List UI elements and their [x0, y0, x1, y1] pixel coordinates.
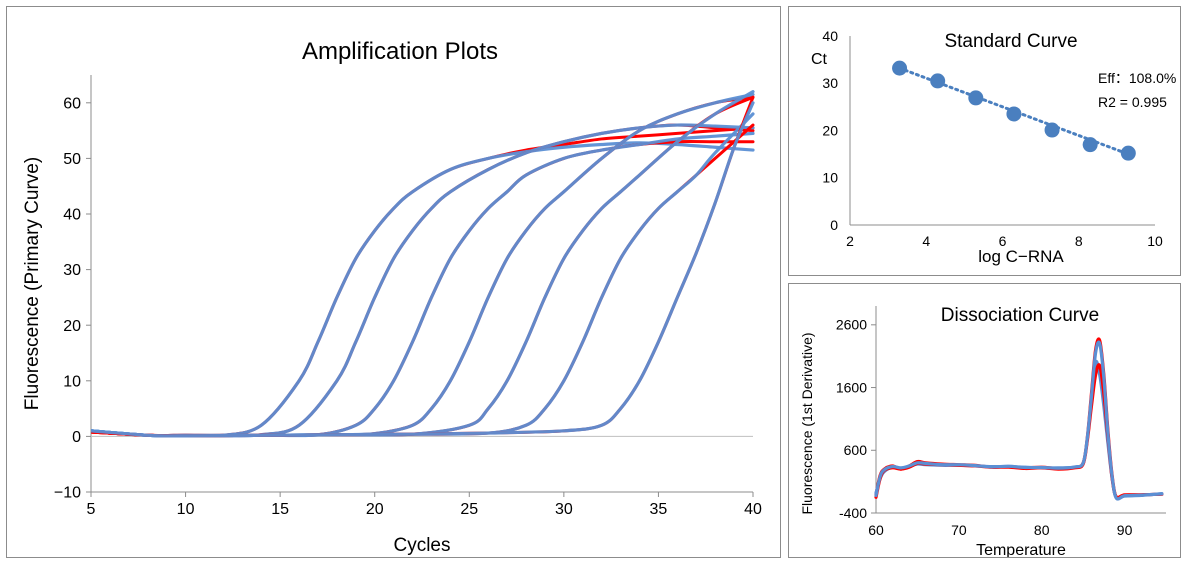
x-tick-label: 5: [87, 501, 96, 518]
dissociation-series-line-4: [874, 340, 1164, 501]
x-tick-label: 80: [1034, 522, 1050, 538]
data-point: [968, 90, 984, 106]
x-tick-label: 10: [177, 501, 195, 518]
dissociation-series-line-3: [874, 363, 1164, 500]
x-tick-label: 20: [366, 501, 384, 518]
x-tick-label: 60: [868, 522, 884, 538]
data-point: [1006, 106, 1022, 122]
chart-title: Dissociation Curve: [941, 305, 1099, 326]
x-tick-label: 15: [271, 501, 289, 518]
amplification-series-line-13: [91, 95, 755, 438]
y-axis-title: Fluorescence (Primary Curve): [22, 157, 43, 410]
y-tick-label: 30: [63, 262, 81, 279]
y-tick-label: 30: [822, 75, 838, 91]
dissociation-curve-plot: 60 70 80 90 -400 600 1600 2600 Dissociation Curv…: [799, 305, 1166, 557]
y-tick-label: 10: [822, 170, 838, 186]
x-tick-label: 10: [1147, 233, 1163, 249]
chart-title: Standard Curve: [944, 31, 1077, 52]
x-tick-label: 90: [1117, 522, 1133, 538]
data-point: [1120, 145, 1136, 161]
amplification-series-line-4: [91, 123, 755, 438]
amplification-series-line-2: [91, 141, 755, 438]
x-tick-label: 40: [744, 501, 762, 518]
x-tick-label: 4: [922, 233, 930, 249]
efficiency-annotation: Eff：108.0%: [1098, 70, 1176, 86]
dissociation-curve-panel: 60 70 80 90 -400 600 1600 2600 Dissociation Curv…: [788, 283, 1181, 558]
x-tick-label: 70: [951, 522, 967, 538]
y-axis-title: Fluorescence (1st Derivative): [799, 332, 815, 514]
dissociation-series-line-1: [874, 337, 1164, 501]
x-axis-title: log C−RNA: [978, 247, 1064, 266]
y-tick-label: 10: [63, 373, 81, 390]
y-tick-label: 1600: [836, 379, 867, 395]
x-tick-label: 30: [555, 501, 573, 518]
x-axis-title: Cycles: [393, 535, 450, 556]
y-tick-label: 20: [63, 318, 81, 335]
chart-title: Amplification Plots: [302, 38, 498, 65]
amplification-series-line-3: [91, 123, 755, 438]
amplification-plot-panel: 5 10 15 20 25 30 35 40 −10 0 10 20 30 40 50 60 Amplifica…: [6, 6, 781, 558]
data-point: [892, 60, 908, 76]
y-tick-label: -400: [839, 505, 867, 521]
amplification-series-line-7: [91, 95, 755, 438]
y-tick-label: 60: [63, 95, 81, 112]
y-tick-label: 0: [72, 429, 81, 446]
x-tick-label: 8: [1075, 233, 1083, 249]
amplification-series-line-1: [91, 126, 755, 438]
data-point: [1082, 137, 1098, 153]
x-tick-label: 2: [846, 233, 854, 249]
x-tick-label: 6: [999, 233, 1007, 249]
y-tick-label: 20: [822, 122, 838, 138]
y-tick-label: 40: [63, 207, 81, 224]
y-tick-label: 50: [63, 151, 81, 168]
data-point: [930, 73, 946, 89]
amplification-series-line-6: [91, 131, 755, 438]
standard-curve-plot: 2 4 6 8 10 0 10 20 30 40 Standard Curve log C−RNA Ct…: [811, 28, 1176, 266]
data-point: [1044, 122, 1060, 138]
amplification-series-line-9: [91, 95, 755, 438]
x-axis-title: Temperature: [976, 542, 1066, 557]
amplification-series-line-14: [91, 101, 755, 438]
standard-curve-panel: 2 4 6 8 10 0 10 20 30 40 Standard Curve log C−RNA Ct…: [788, 6, 1181, 276]
amplification-series-line-8: [91, 92, 755, 438]
dissociation-series-line-2: [874, 359, 1164, 501]
y-tick-label: 600: [844, 442, 868, 458]
x-tick-label: 35: [650, 501, 668, 518]
amplification-plot: 5 10 15 20 25 30 35 40 −10 0 10 20 30 40 50 60 Amplifica…: [22, 38, 762, 556]
y-axis-title: Ct: [811, 51, 828, 68]
y-tick-label: −10: [54, 485, 81, 502]
y-tick-label: 2600: [836, 317, 867, 333]
y-tick-label: 40: [822, 28, 838, 44]
x-tick-label: 25: [460, 501, 478, 518]
amplification-series-line-11: [91, 123, 755, 438]
r2-annotation: R2 = 0.995: [1098, 94, 1167, 110]
y-tick-label: 0: [830, 217, 838, 233]
series-group: [91, 90, 755, 438]
